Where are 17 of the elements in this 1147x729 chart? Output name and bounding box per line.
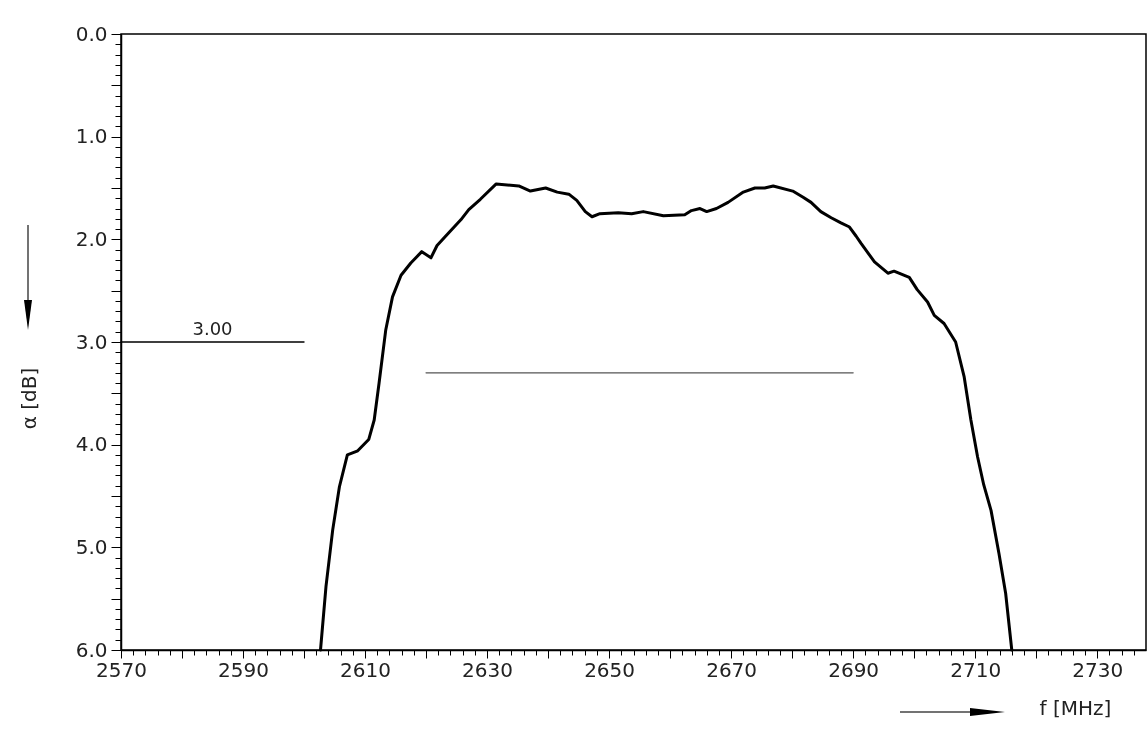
x-tick-label: 2610	[340, 657, 391, 682]
y-tick-label: 0.0	[75, 21, 108, 46]
x-tick-label: 2730	[1072, 657, 1124, 682]
y-tick-label: 2.0	[75, 226, 108, 251]
x-tick-label: 2590	[218, 657, 269, 682]
y-tick-label: 4.0	[75, 432, 108, 457]
x-tick-label: 2670	[706, 657, 758, 682]
y-axis-title: α [dB]	[16, 367, 41, 430]
y-tick-label: 1.0	[75, 124, 108, 149]
y-tick-label: 5.0	[75, 534, 108, 559]
x-tick-label: 2650	[584, 657, 636, 682]
annotation: 3.00	[192, 318, 233, 339]
x-tick-label: 2710	[950, 657, 1002, 682]
y-tick-label: 3.0	[75, 329, 108, 354]
x-tick-label: 2630	[462, 657, 514, 682]
x-tick-label: 2690	[828, 657, 880, 682]
x-axis-title: f [MHz]	[1039, 695, 1112, 720]
